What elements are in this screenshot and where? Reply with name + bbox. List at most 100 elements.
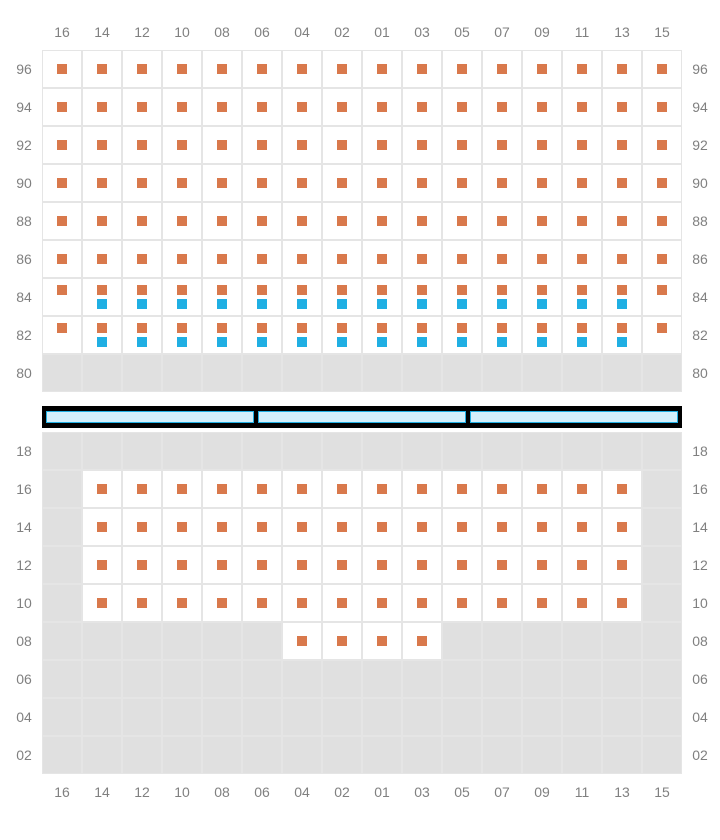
seat-marker[interactable] <box>377 178 387 188</box>
seat-marker[interactable] <box>177 178 187 188</box>
seat-marker[interactable] <box>457 102 467 112</box>
seat-cell[interactable] <box>322 278 362 316</box>
seat-marker[interactable] <box>377 484 387 494</box>
seat-marker[interactable] <box>297 484 307 494</box>
seat-marker[interactable] <box>137 140 147 150</box>
seat-marker[interactable] <box>337 299 347 309</box>
seat-marker[interactable] <box>417 560 427 570</box>
seat-marker[interactable] <box>177 216 187 226</box>
seat-marker[interactable] <box>377 522 387 532</box>
seat-marker[interactable] <box>617 598 627 608</box>
seat-marker[interactable] <box>577 178 587 188</box>
seat-marker[interactable] <box>257 64 267 74</box>
seat-marker[interactable] <box>497 178 507 188</box>
seat-cell[interactable] <box>82 316 122 354</box>
seat-marker[interactable] <box>217 323 227 333</box>
seat-cell[interactable] <box>402 316 442 354</box>
seat-marker[interactable] <box>337 598 347 608</box>
seat-marker[interactable] <box>217 178 227 188</box>
seat-marker[interactable] <box>177 254 187 264</box>
seat-marker[interactable] <box>497 254 507 264</box>
seat-marker[interactable] <box>537 522 547 532</box>
seat-marker[interactable] <box>497 560 507 570</box>
seat-marker[interactable] <box>217 140 227 150</box>
seat-marker[interactable] <box>657 216 667 226</box>
seat-marker[interactable] <box>657 285 667 295</box>
seat-marker[interactable] <box>337 102 347 112</box>
seat-cell[interactable] <box>602 278 642 316</box>
seat-cell[interactable] <box>42 278 82 316</box>
seat-marker[interactable] <box>417 299 427 309</box>
seat-marker[interactable] <box>377 102 387 112</box>
seat-marker[interactable] <box>297 636 307 646</box>
seat-marker[interactable] <box>657 254 667 264</box>
seat-marker[interactable] <box>97 285 107 295</box>
seat-marker[interactable] <box>497 484 507 494</box>
seat-marker[interactable] <box>57 102 67 112</box>
seat-cell[interactable] <box>322 316 362 354</box>
seat-marker[interactable] <box>617 285 627 295</box>
seat-marker[interactable] <box>217 337 227 347</box>
seat-marker[interactable] <box>137 254 147 264</box>
seat-marker[interactable] <box>457 337 467 347</box>
seat-marker[interactable] <box>257 140 267 150</box>
seat-marker[interactable] <box>537 216 547 226</box>
seat-marker[interactable] <box>377 299 387 309</box>
seat-marker[interactable] <box>97 337 107 347</box>
seat-marker[interactable] <box>97 598 107 608</box>
seat-marker[interactable] <box>217 299 227 309</box>
seat-marker[interactable] <box>97 102 107 112</box>
seat-marker[interactable] <box>337 140 347 150</box>
seat-marker[interactable] <box>57 64 67 74</box>
seat-marker[interactable] <box>417 337 427 347</box>
seat-marker[interactable] <box>577 140 587 150</box>
seat-marker[interactable] <box>337 522 347 532</box>
seat-marker[interactable] <box>657 140 667 150</box>
seat-marker[interactable] <box>297 140 307 150</box>
seat-marker[interactable] <box>377 337 387 347</box>
seat-cell[interactable] <box>602 316 642 354</box>
seat-marker[interactable] <box>617 216 627 226</box>
seat-marker[interactable] <box>577 285 587 295</box>
seat-marker[interactable] <box>97 560 107 570</box>
seat-cell[interactable] <box>402 278 442 316</box>
seat-marker[interactable] <box>457 178 467 188</box>
seat-marker[interactable] <box>257 484 267 494</box>
seat-marker[interactable] <box>177 299 187 309</box>
seat-marker[interactable] <box>257 216 267 226</box>
seat-marker[interactable] <box>217 285 227 295</box>
seat-marker[interactable] <box>177 102 187 112</box>
seat-marker[interactable] <box>537 64 547 74</box>
seat-marker[interactable] <box>337 285 347 295</box>
seat-marker[interactable] <box>617 299 627 309</box>
seat-marker[interactable] <box>417 285 427 295</box>
seat-marker[interactable] <box>297 64 307 74</box>
seat-marker[interactable] <box>337 484 347 494</box>
seat-marker[interactable] <box>617 323 627 333</box>
seat-marker[interactable] <box>137 64 147 74</box>
seat-marker[interactable] <box>177 323 187 333</box>
seat-marker[interactable] <box>337 636 347 646</box>
seat-marker[interactable] <box>137 337 147 347</box>
seat-marker[interactable] <box>57 178 67 188</box>
seat-marker[interactable] <box>297 299 307 309</box>
seat-marker[interactable] <box>57 254 67 264</box>
seat-cell[interactable] <box>562 278 602 316</box>
seat-marker[interactable] <box>337 323 347 333</box>
seat-marker[interactable] <box>377 254 387 264</box>
seat-marker[interactable] <box>497 64 507 74</box>
seat-marker[interactable] <box>297 560 307 570</box>
seat-marker[interactable] <box>617 560 627 570</box>
seat-marker[interactable] <box>177 560 187 570</box>
seat-marker[interactable] <box>337 254 347 264</box>
seat-marker[interactable] <box>657 102 667 112</box>
seat-marker[interactable] <box>497 216 507 226</box>
seat-marker[interactable] <box>537 285 547 295</box>
seat-marker[interactable] <box>97 178 107 188</box>
seat-marker[interactable] <box>137 216 147 226</box>
seat-marker[interactable] <box>577 102 587 112</box>
seat-marker[interactable] <box>537 102 547 112</box>
seat-marker[interactable] <box>457 323 467 333</box>
seat-marker[interactable] <box>337 337 347 347</box>
seat-marker[interactable] <box>257 337 267 347</box>
